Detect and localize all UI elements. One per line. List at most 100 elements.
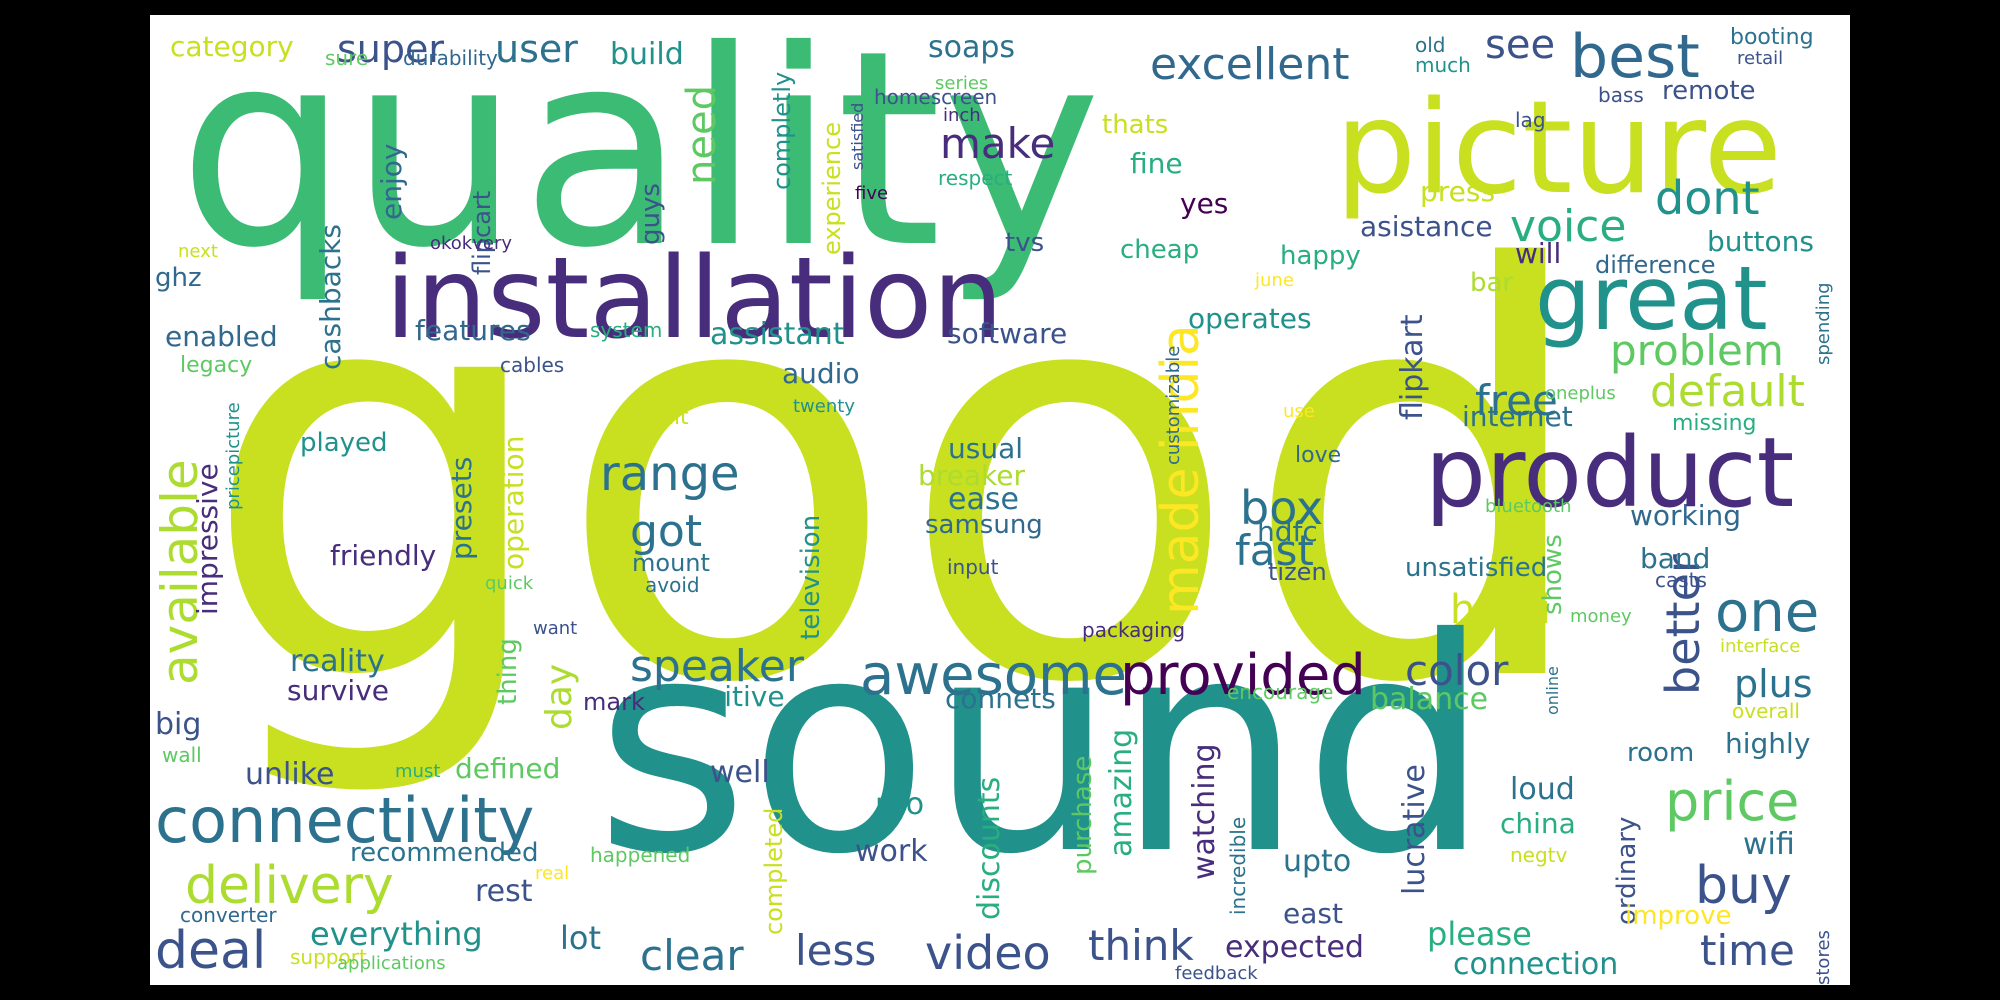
word-reality: reality bbox=[290, 644, 385, 679]
word-amazing: amazing bbox=[1104, 728, 1139, 857]
word-much: much bbox=[1415, 53, 1471, 77]
word-breaker: breaker bbox=[918, 459, 1026, 492]
word-retail: retail bbox=[1737, 48, 1784, 69]
word-loud: loud bbox=[1510, 772, 1575, 807]
word-product: product bbox=[1425, 417, 1795, 529]
word-impressive: impressive bbox=[191, 463, 224, 615]
word-excellent: excellent bbox=[1150, 39, 1350, 90]
word-china: china bbox=[1500, 807, 1576, 840]
word-improve: improve bbox=[1625, 901, 1732, 931]
word-please: please bbox=[1427, 915, 1532, 953]
word-east: east bbox=[1283, 897, 1343, 930]
word-nit: nit bbox=[660, 405, 689, 430]
word-internet: internet bbox=[1462, 400, 1573, 433]
word-june: june bbox=[1255, 270, 1294, 291]
word-bar: bar bbox=[1470, 268, 1514, 298]
word-sound: sound bbox=[595, 575, 1491, 919]
word-see: see bbox=[1485, 22, 1556, 68]
word-fine: fine bbox=[1130, 147, 1183, 180]
word-enjoy: enjoy bbox=[375, 143, 408, 220]
word-okokvery: okokvery bbox=[430, 233, 513, 254]
word-big: big bbox=[155, 707, 202, 742]
word-connection: connection bbox=[1453, 947, 1619, 982]
word-encourage: encourage bbox=[1227, 680, 1334, 704]
word-assistant: assistant bbox=[710, 317, 845, 352]
word-television: television bbox=[796, 514, 826, 640]
word-casts: casts bbox=[1655, 568, 1707, 592]
word-speaker: speaker bbox=[630, 641, 804, 692]
word-watching: watching bbox=[1187, 743, 1222, 880]
word-thing: thing bbox=[493, 638, 523, 705]
word-fast: fast bbox=[1235, 526, 1314, 575]
word-hdfc: hdfc bbox=[1257, 515, 1318, 548]
word-operation: operation bbox=[497, 435, 530, 570]
word-ease: ease bbox=[948, 482, 1019, 517]
word-happy: happy bbox=[1280, 241, 1361, 271]
word-cheap: cheap bbox=[1120, 235, 1200, 265]
word-deal: deal bbox=[155, 921, 267, 981]
word-series: series bbox=[935, 73, 989, 94]
word-oneplus: oneplus bbox=[1545, 383, 1616, 404]
word-defined: defined bbox=[455, 752, 561, 785]
word-need: need bbox=[679, 85, 725, 185]
word-money: money bbox=[1570, 606, 1632, 627]
word-wall: wall bbox=[162, 743, 202, 767]
word-bass: bass bbox=[1598, 83, 1644, 107]
word-friendly: friendly bbox=[330, 539, 437, 572]
word-free: free bbox=[1475, 376, 1558, 425]
word-happened: happened bbox=[590, 843, 691, 867]
word-durability: durability bbox=[403, 46, 498, 70]
word-want: want bbox=[533, 618, 578, 639]
word-inch: inch bbox=[943, 105, 981, 126]
word-great: great bbox=[1535, 247, 1768, 350]
word-build: build bbox=[610, 37, 684, 72]
word-delivery: delivery bbox=[185, 856, 394, 916]
word-experience: experience bbox=[818, 121, 846, 255]
word-plus: plus bbox=[1734, 662, 1813, 706]
word-completly: completly bbox=[768, 71, 796, 190]
word-think: think bbox=[1088, 921, 1194, 970]
word-missing: missing bbox=[1672, 411, 1757, 436]
word-less: less bbox=[795, 926, 877, 975]
word-range: range bbox=[600, 446, 740, 502]
word-must: must bbox=[395, 761, 441, 782]
word-next: next bbox=[178, 241, 218, 262]
word-mount: mount bbox=[632, 549, 710, 577]
word-guys: guys bbox=[636, 183, 666, 245]
word-connets: connets bbox=[945, 682, 1056, 715]
word-flipkart: flipkart bbox=[1395, 314, 1430, 420]
word-unlike: unlike bbox=[245, 757, 335, 792]
word-presets: presets bbox=[445, 456, 478, 560]
word-one: one bbox=[1715, 580, 1820, 645]
word-feedback: feedback bbox=[1175, 963, 1258, 984]
word-enabled: enabled bbox=[165, 320, 278, 353]
word-love: love bbox=[1295, 443, 1342, 468]
word-recommended: recommended bbox=[350, 838, 539, 868]
word-lucrative: lucrative bbox=[1397, 764, 1432, 895]
word-connectivity: connectivity bbox=[155, 784, 535, 857]
word-usual: usual bbox=[948, 432, 1024, 465]
word-price: price bbox=[1665, 770, 1800, 833]
word-applications: applications bbox=[337, 953, 446, 974]
word-balance: balance bbox=[1370, 682, 1489, 717]
word-yes: yes bbox=[1180, 187, 1229, 220]
word-incredible: incredible bbox=[1226, 816, 1250, 915]
word-overall: overall bbox=[1732, 699, 1800, 723]
word-purchase: purchase bbox=[1068, 755, 1098, 875]
word-bluetooth: bluetooth bbox=[1485, 496, 1572, 517]
word-pro: pro bbox=[875, 787, 925, 822]
word-room: room bbox=[1627, 738, 1695, 768]
word-clear: clear bbox=[640, 931, 744, 980]
word-asistance: asistance bbox=[1360, 210, 1493, 243]
word-avoid: avoid bbox=[645, 573, 700, 597]
word-use: use bbox=[1283, 401, 1315, 422]
word-operates: operates bbox=[1188, 302, 1312, 335]
word-discounts: discounts bbox=[972, 776, 1007, 920]
word-software: software bbox=[947, 317, 1068, 350]
word-twenty: twenty bbox=[793, 396, 855, 417]
word-unsatisfied: unsatisfied bbox=[1405, 553, 1548, 583]
word-lot: lot bbox=[560, 919, 602, 957]
word-cables: cables bbox=[500, 353, 565, 377]
word-features: features bbox=[415, 314, 531, 347]
word-hdmi: hdmi bbox=[1450, 587, 1551, 633]
